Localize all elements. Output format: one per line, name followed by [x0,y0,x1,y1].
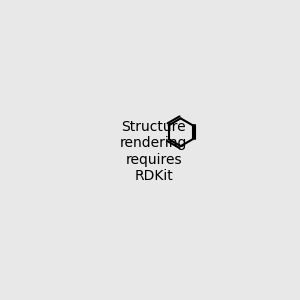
Text: Structure
rendering
requires
RDKit: Structure rendering requires RDKit [120,120,188,183]
